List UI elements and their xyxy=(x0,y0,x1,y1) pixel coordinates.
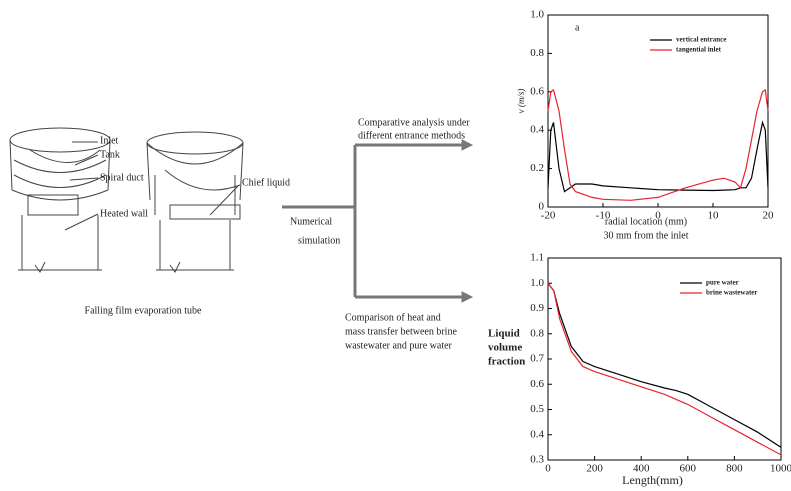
y-axis-label: Liquid xyxy=(488,328,520,340)
y-axis-label: volume xyxy=(488,342,522,354)
y-tick-label: 0.6 xyxy=(530,85,544,97)
y-axis-label: v (m/s) xyxy=(516,89,526,114)
subtitle: 30 mm from the inlet xyxy=(604,230,689,241)
y-tick-label: 0.6 xyxy=(530,378,544,390)
series-line xyxy=(547,282,782,456)
branch-text: Comparison of heat and xyxy=(345,312,441,323)
y-tick-label: 0.5 xyxy=(530,403,544,415)
label-heated: Heated wall xyxy=(100,208,148,219)
y-tick-label: 0.4 xyxy=(530,428,544,440)
y-tick-label: 0.4 xyxy=(530,124,544,136)
branch-text: different entrance methods xyxy=(358,130,465,141)
y-tick-label: 0.9 xyxy=(530,302,544,314)
x-tick-label: 10 xyxy=(708,210,720,222)
y-tick-label: 0.8 xyxy=(530,327,544,339)
tube-sketch-left xyxy=(9,127,111,273)
label-chief: Chief liquid xyxy=(242,177,290,188)
x-tick-label: -10 xyxy=(596,210,611,222)
x-axis-label: radial location (mm) xyxy=(605,216,687,227)
y-tick-label: 1.1 xyxy=(530,252,544,264)
y-tick-label: 1.0 xyxy=(530,277,544,289)
series-line xyxy=(547,88,769,201)
branch-text: mass transfer between brine xyxy=(345,326,457,337)
method: Numerical xyxy=(290,216,332,227)
x-tick-label: 400 xyxy=(633,463,650,475)
y-axis-label: fraction xyxy=(488,356,525,368)
branch-text: wastewater and pure water xyxy=(345,340,453,351)
y-tick-label: 0.3 xyxy=(530,454,544,466)
branch-text: Comparative analysis under xyxy=(358,117,470,128)
y-tick-label: 0.2 xyxy=(530,162,544,174)
legend-label: vertical entrance xyxy=(676,36,726,44)
y-tick-label: 0.8 xyxy=(530,47,544,59)
legend-label: pure water xyxy=(706,279,739,287)
x-tick-label: 20 xyxy=(763,210,775,222)
y-tick-label: 1.0 xyxy=(530,9,544,21)
flow-arrows xyxy=(282,139,474,303)
legend-label: tangential inlet xyxy=(676,46,722,54)
x-tick-label: 600 xyxy=(680,463,697,475)
x-tick-label: 200 xyxy=(586,463,603,475)
y-tick-label: 0 xyxy=(539,201,545,213)
x-axis-label: Length(mm) xyxy=(622,473,683,487)
plot-frame xyxy=(547,14,769,208)
method: simulation xyxy=(298,235,340,246)
x-tick-label: 800 xyxy=(726,463,743,475)
y-tick-label: 0.7 xyxy=(530,353,544,365)
x-tick-label: -20 xyxy=(541,210,556,222)
tube-sketch-right xyxy=(146,131,244,273)
label-spiral: Spiral duct xyxy=(100,172,144,183)
label-inlet: Inlet xyxy=(100,135,119,146)
annotation: a xyxy=(575,22,580,33)
series-line xyxy=(547,120,769,193)
x-tick-label: 0 xyxy=(655,210,661,222)
x-tick-label: 0 xyxy=(545,463,551,475)
series-line xyxy=(547,282,782,448)
caption: Falling film evaporation tube xyxy=(85,305,202,316)
label-tank: Tank xyxy=(100,149,120,160)
x-tick-label: 1000 xyxy=(770,463,791,475)
legend-label: brine wastewater xyxy=(706,289,758,297)
